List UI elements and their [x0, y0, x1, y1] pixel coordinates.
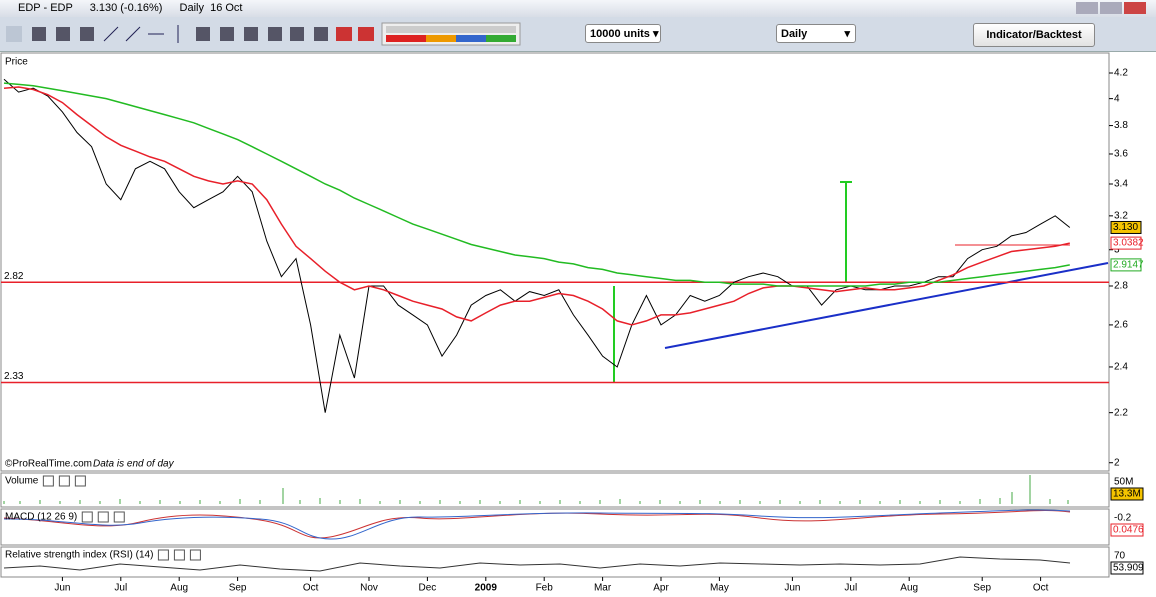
y-tick-label: 3.4 [1114, 179, 1128, 190]
color-palette[interactable] [381, 22, 521, 46]
window-controls [1076, 2, 1146, 14]
level-label: 2.82 [4, 271, 24, 282]
y-tick-label: 4.2 [1114, 68, 1128, 79]
rsi-panel [0, 546, 1110, 578]
symbol: EDP - EDP [18, 2, 73, 14]
x-tick-label: Aug [170, 583, 188, 594]
x-tick-label: May [710, 583, 729, 594]
panel-control[interactable] [81, 511, 93, 523]
series-line [3, 78, 1071, 413]
timeframe-dropdown[interactable]: Daily ▾ [776, 24, 856, 43]
price-marker-label: 3.0382 [1113, 238, 1144, 249]
panel-axis-label: 50M [1114, 477, 1133, 488]
minimize[interactable] [1076, 2, 1098, 14]
panel-control[interactable] [113, 511, 125, 523]
panel-control[interactable] [189, 549, 201, 561]
x-tick-label: Apr [653, 583, 669, 594]
x-tick-label: Dec [419, 583, 437, 594]
panel-control[interactable] [74, 475, 86, 487]
price-panel [0, 52, 1110, 472]
footer-note: Data is end of day [93, 459, 175, 470]
indicator-button[interactable]: Indicator/Backtest [973, 23, 1095, 47]
y-tick-label: 2.8 [1114, 281, 1128, 292]
x-tick-label: Aug [900, 583, 918, 594]
panel-axis-label: -0.2 [1114, 513, 1132, 524]
price-marker-label: 3.130 [1113, 222, 1138, 233]
period: Daily 16 Oct [179, 2, 243, 14]
y-tick-label: 2.4 [1114, 362, 1128, 373]
price-marker-label: 2.9147 [1113, 260, 1144, 271]
panel-control[interactable] [173, 549, 185, 561]
x-tick-label: Oct [303, 583, 319, 594]
macd-panel [0, 508, 1110, 546]
y-tick-label: 3 [1114, 244, 1120, 255]
panel-control[interactable] [42, 475, 54, 487]
x-tick-label: Feb [536, 583, 554, 594]
timeframe: Daily [781, 28, 808, 40]
y-tick-label: 4 [1114, 93, 1120, 104]
panel-control[interactable] [157, 549, 169, 561]
panel-title: Relative strength index (RSI) (14) [5, 550, 153, 561]
macd-signal [3, 509, 1071, 540]
panel-title: MACD (12 26 9) [5, 512, 77, 523]
units: 10000 units [590, 28, 650, 40]
macd-line [3, 509, 1071, 539]
y-tick-label: 3.6 [1114, 149, 1128, 160]
close[interactable] [1124, 2, 1146, 14]
price-marker [1110, 220, 1142, 234]
tool-icons [6, 22, 521, 46]
y-tick-label: 3.8 [1114, 120, 1128, 131]
x-tick-label: 2009 [475, 583, 498, 594]
quote: 3.130 (-0.16%) [89, 2, 163, 14]
panel-marker-label: 0.0476 [1113, 525, 1144, 536]
panel-control[interactable] [97, 511, 109, 523]
panel-control[interactable] [58, 475, 70, 487]
x-tick-label: Oct [1033, 583, 1049, 594]
price-marker [1110, 258, 1142, 272]
x-tick-label: Jun [784, 583, 800, 594]
copyright: ©ProRealTime.com [5, 459, 92, 470]
panel-marker [1110, 561, 1144, 575]
icons[interactable] [6, 25, 374, 43]
x-tick-label: Jul [844, 583, 857, 594]
title-bar: EDP - EDP 3.130 (-0.16%) Daily 16 Oct [0, 0, 1156, 17]
volume-panel [0, 472, 1110, 508]
series-line [3, 86, 1070, 326]
x-tick-label: Nov [360, 583, 378, 594]
trend-line [664, 262, 1109, 349]
price-marker [1110, 236, 1142, 250]
units-dropdown[interactable]: 10000 units ▾ [585, 24, 661, 43]
panel-marker-label: 13.3M [1113, 489, 1141, 500]
x-tick-label: Sep [973, 583, 991, 594]
x-tick-label: Sep [229, 583, 247, 594]
maximize[interactable] [1100, 2, 1122, 14]
panel-marker [1110, 487, 1144, 501]
y-tick-label: 2.6 [1114, 320, 1128, 331]
volume-bars [3, 475, 1069, 504]
panel-marker-label: 53.909 [1113, 563, 1144, 574]
chart: Price ©ProRealTime.com Data is end of da… [0, 52, 1144, 594]
x-tick-label: Jun [54, 583, 70, 594]
x-tick-label: Mar [594, 583, 612, 594]
series-line [3, 82, 1070, 287]
level-label: 2.33 [4, 371, 24, 382]
x-tick-label: Jul [114, 583, 127, 594]
y-tick-label: 2.2 [1114, 407, 1128, 418]
toolbar: 10000 units ▾ Daily ▾ Indicator/Backtest [0, 17, 1156, 52]
y-tick-label: 3.2 [1114, 210, 1128, 221]
panel-title: Price [5, 57, 28, 68]
panel-axis-label: 70 [1114, 551, 1126, 562]
panel-marker [1110, 523, 1144, 537]
y-tick-label: 2 [1114, 457, 1120, 468]
rsi-line [3, 556, 1071, 572]
panel-title: Volume [5, 476, 39, 487]
